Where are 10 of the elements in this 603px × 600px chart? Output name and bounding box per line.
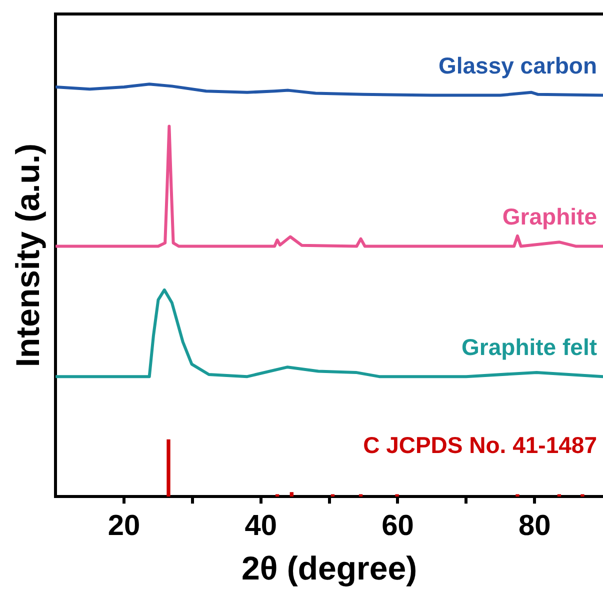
series-label: C JCPDS No. 41-1487	[363, 432, 597, 458]
series-label: Graphite felt	[462, 334, 598, 360]
series-label: Glassy carbon	[438, 52, 597, 79]
x-tick-label: 80	[518, 510, 551, 542]
y-axis-title: Intensity (a.u.)	[8, 143, 46, 368]
x-tick-label: 40	[244, 510, 278, 542]
x-tick-label: 20	[108, 510, 140, 542]
x-tick-label: 60	[382, 510, 414, 542]
x-axis-title: 2θ (degree)	[242, 549, 418, 586]
series-label: Graphite	[502, 204, 597, 230]
